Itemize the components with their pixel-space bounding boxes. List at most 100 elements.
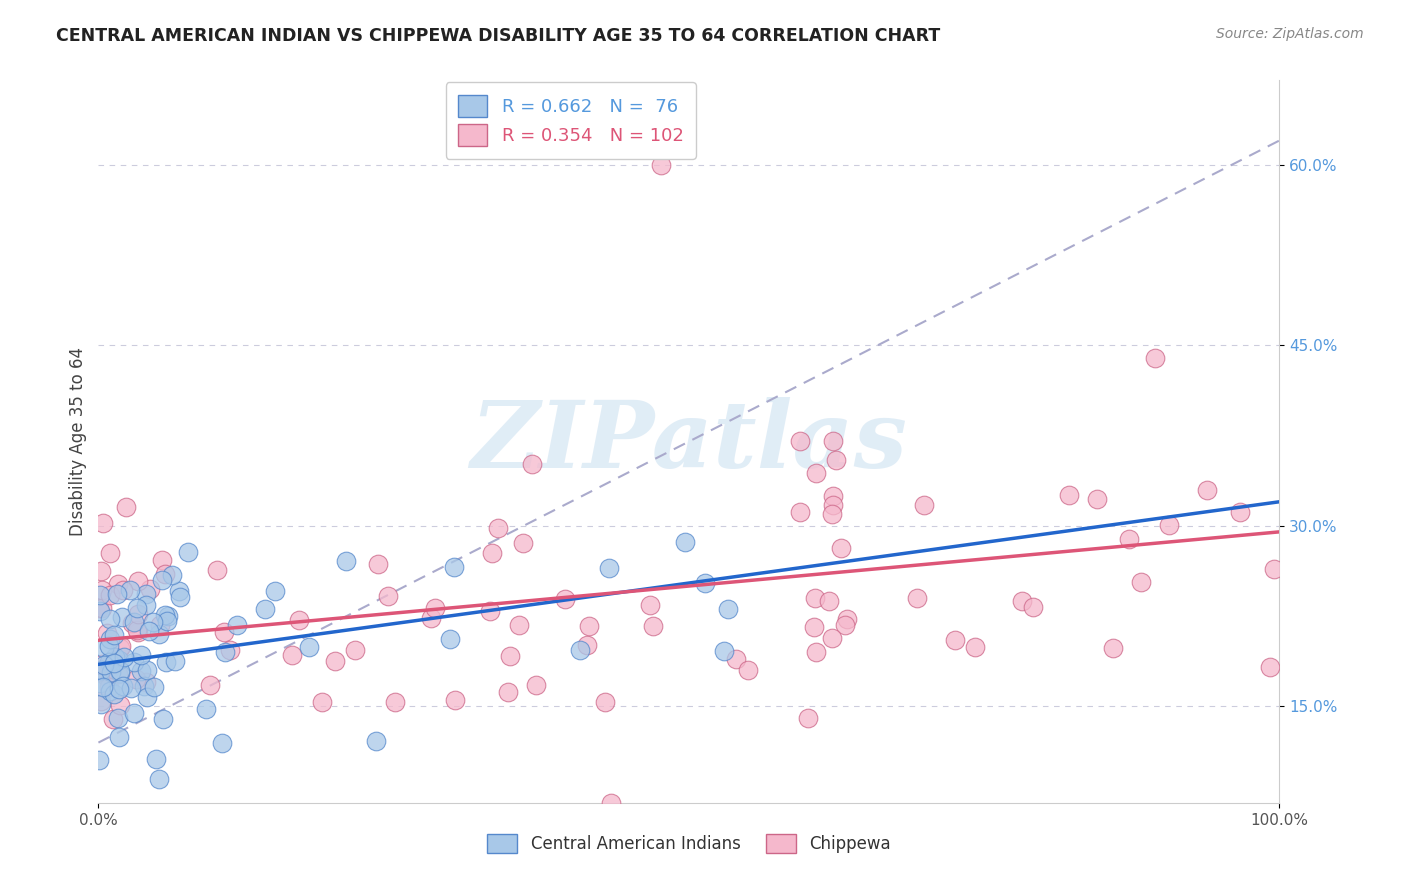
Point [169,591,191,605]
Point [148,627,170,641]
Point [554,592,576,607]
Point [821,498,844,512]
Point [817,594,839,608]
Point [804,467,827,481]
Text: CENTRAL AMERICAN INDIAN VS CHIPPEWA DISABILITY AGE 35 TO 64 CORRELATION CHART: CENTRAL AMERICAN INDIAN VS CHIPPEWA DISA… [56,27,941,45]
Point [160,568,183,582]
Point [1159,518,1181,533]
Point [524,677,547,691]
Point [120,681,142,695]
Point [98,588,121,602]
Point [91,680,114,694]
Point [122,615,145,630]
Point [150,552,173,566]
Point [110,640,132,654]
Point [713,644,735,658]
Point [834,617,856,632]
Point [98,663,121,677]
Point [93,657,115,672]
Point [89,588,111,602]
Point [105,587,128,601]
Point [104,649,127,664]
Point [212,625,235,640]
Point [155,655,177,669]
Point [98,546,121,560]
Point [90,564,112,578]
Point [226,617,249,632]
Point [91,516,114,530]
Point [195,702,218,716]
Point [254,601,277,615]
Point [153,566,176,581]
Point [218,643,240,657]
Point [264,584,287,599]
Point [120,583,142,598]
Point [1011,593,1033,607]
Point [717,602,740,616]
Point [112,582,135,597]
Point [335,554,357,568]
Point [150,573,173,587]
Point [98,684,121,698]
Point [288,613,311,627]
Point [1057,488,1080,502]
Point [90,697,112,711]
Point [443,560,465,574]
Point [311,695,333,709]
Point [149,618,172,632]
Point [110,666,132,681]
Point [103,687,125,701]
Point [112,650,135,665]
Point [127,607,149,621]
Point [131,648,153,662]
Point [797,711,820,725]
Point [1195,483,1218,497]
Point [486,521,509,535]
Point [108,641,131,656]
Point [103,656,125,670]
Point [135,663,157,677]
Point [568,642,591,657]
Point [364,734,387,748]
Point [520,457,543,471]
Point [423,601,446,615]
Point [965,640,987,654]
Point [135,598,157,612]
Point [641,618,664,632]
Point [789,434,811,448]
Point [638,598,661,612]
Point [89,604,111,618]
Point [127,574,149,588]
Point [384,695,406,709]
Point [125,672,148,686]
Point [89,753,111,767]
Point [136,690,159,704]
Point [823,489,845,503]
Point [673,535,696,549]
Point [912,498,935,512]
Point [127,601,149,615]
Point [111,679,134,693]
Point [90,694,112,708]
Point [205,563,228,577]
Point [1258,659,1281,673]
Point [1263,562,1285,576]
Point [825,452,848,467]
Point [693,575,716,590]
Point [323,655,346,669]
Point [129,664,152,678]
Point [127,625,149,640]
Point [143,681,166,695]
Point [115,500,138,515]
Point [156,614,179,628]
Point [789,505,811,519]
Point [97,639,120,653]
Point [121,616,143,631]
Point [576,638,599,652]
Point [135,587,157,601]
Point [835,612,858,626]
Point [138,624,160,638]
Point [508,618,530,632]
Point [122,706,145,721]
Point [1022,600,1045,615]
